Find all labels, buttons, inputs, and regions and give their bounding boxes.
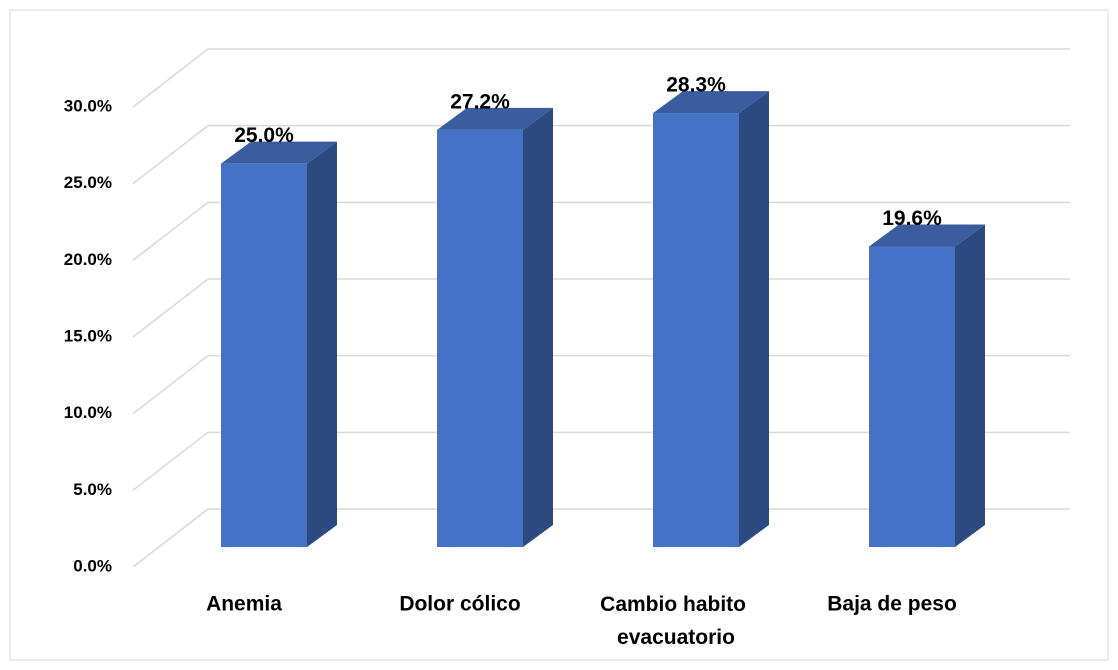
grid-line [132, 508, 209, 568]
grid-line [132, 431, 209, 491]
bar-side [739, 91, 769, 548]
grid-line [132, 355, 209, 415]
x-tick-label: Dolor cólico [399, 593, 520, 616]
y-tick-label: 10.0% [64, 403, 112, 422]
data-label: 28.3% [666, 74, 726, 97]
x-tick-label: Anemia [206, 593, 282, 616]
bar [653, 113, 739, 548]
y-tick-label: 25.0% [64, 173, 112, 192]
grid-line [132, 125, 209, 185]
x-tick-label: Cambio habito evacuatorio [600, 593, 752, 649]
bar-top [869, 224, 985, 247]
bar-side [523, 107, 553, 547]
bar-side [955, 224, 985, 547]
bar-top [653, 91, 769, 114]
y-tick-label: 30.0% [64, 96, 112, 115]
data-label: 25.0% [234, 124, 294, 147]
bar-top [437, 107, 553, 130]
y-tick-label: 0.0% [73, 556, 112, 575]
data-label: 19.6% [882, 207, 942, 230]
x-tick-label: Baja de peso [827, 593, 957, 616]
bar [437, 129, 523, 547]
bar-top [221, 141, 337, 164]
bar [221, 163, 307, 547]
y-tick-label: 20.0% [64, 250, 112, 269]
bar-side [307, 141, 337, 547]
y-tick-label: 15.0% [64, 326, 112, 345]
grid-line [132, 201, 209, 261]
grid-line [132, 48, 209, 108]
data-label: 27.2% [450, 90, 510, 113]
grid-line [132, 278, 209, 338]
bar [869, 246, 955, 547]
y-tick-label: 5.0% [73, 480, 112, 499]
